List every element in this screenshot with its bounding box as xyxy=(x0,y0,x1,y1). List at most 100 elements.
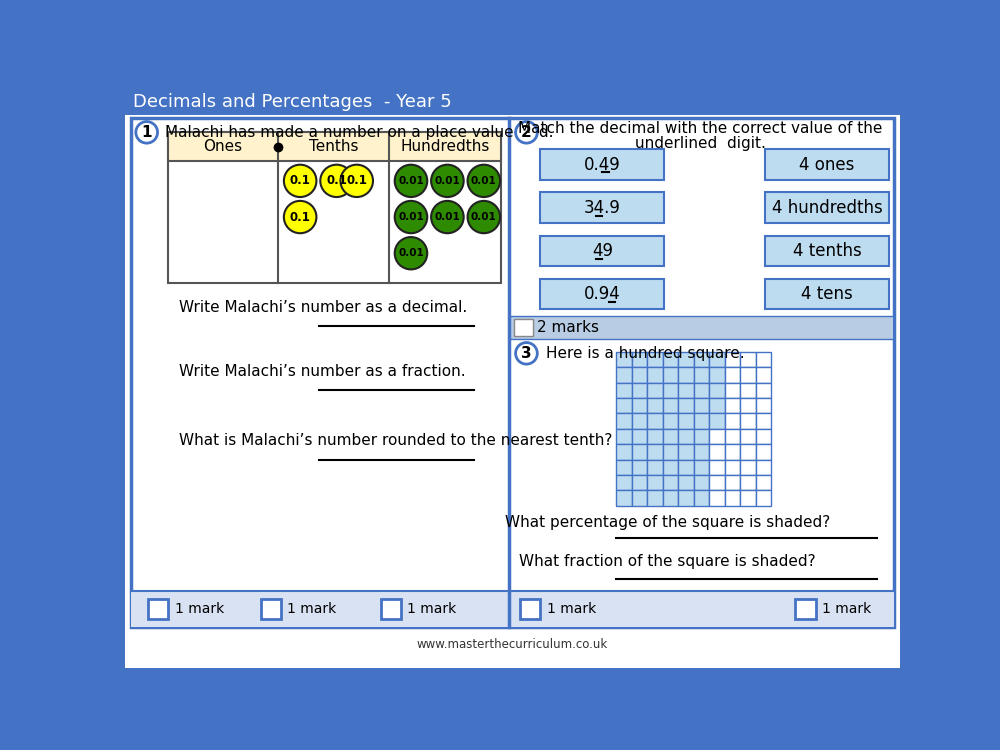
Text: underlined  digit.: underlined digit. xyxy=(635,136,765,151)
Circle shape xyxy=(284,201,316,233)
FancyBboxPatch shape xyxy=(632,352,647,368)
FancyBboxPatch shape xyxy=(709,352,725,368)
Text: 4 ones: 4 ones xyxy=(799,156,855,174)
FancyBboxPatch shape xyxy=(756,429,771,444)
Text: 1 mark: 1 mark xyxy=(822,602,871,616)
Text: 0.49: 0.49 xyxy=(584,156,621,174)
Text: 0.01: 0.01 xyxy=(398,176,424,186)
FancyBboxPatch shape xyxy=(616,460,632,475)
Text: 4 tenths: 4 tenths xyxy=(793,242,862,260)
FancyBboxPatch shape xyxy=(678,444,694,460)
FancyBboxPatch shape xyxy=(678,413,694,429)
FancyBboxPatch shape xyxy=(632,475,647,490)
FancyBboxPatch shape xyxy=(756,460,771,475)
FancyBboxPatch shape xyxy=(709,475,725,490)
Circle shape xyxy=(395,165,427,197)
Circle shape xyxy=(340,165,373,197)
FancyBboxPatch shape xyxy=(725,444,740,460)
FancyBboxPatch shape xyxy=(647,398,663,413)
FancyBboxPatch shape xyxy=(663,398,678,413)
FancyBboxPatch shape xyxy=(740,368,756,382)
FancyBboxPatch shape xyxy=(616,382,632,398)
FancyBboxPatch shape xyxy=(540,193,664,224)
FancyBboxPatch shape xyxy=(540,279,664,310)
Text: What percentage of the square is shaded?: What percentage of the square is shaded? xyxy=(505,515,830,530)
FancyBboxPatch shape xyxy=(709,460,725,475)
FancyBboxPatch shape xyxy=(632,413,647,429)
Text: Ones: Ones xyxy=(203,139,243,154)
FancyBboxPatch shape xyxy=(756,490,771,506)
FancyBboxPatch shape xyxy=(694,413,709,429)
FancyBboxPatch shape xyxy=(647,352,663,368)
FancyBboxPatch shape xyxy=(795,599,816,619)
FancyBboxPatch shape xyxy=(725,429,740,444)
Text: 0.01: 0.01 xyxy=(435,212,460,222)
FancyBboxPatch shape xyxy=(740,429,756,444)
FancyBboxPatch shape xyxy=(709,398,725,413)
FancyBboxPatch shape xyxy=(756,413,771,429)
FancyBboxPatch shape xyxy=(520,599,540,619)
Text: 0.01: 0.01 xyxy=(471,212,497,222)
Circle shape xyxy=(468,201,500,233)
FancyBboxPatch shape xyxy=(725,398,740,413)
FancyBboxPatch shape xyxy=(632,444,647,460)
FancyBboxPatch shape xyxy=(765,193,889,224)
FancyBboxPatch shape xyxy=(616,475,632,490)
FancyBboxPatch shape xyxy=(663,429,678,444)
Text: 1 mark: 1 mark xyxy=(175,602,224,616)
FancyBboxPatch shape xyxy=(725,382,740,398)
Circle shape xyxy=(516,343,537,364)
Text: 4 hundredths: 4 hundredths xyxy=(772,199,883,217)
Circle shape xyxy=(516,122,537,143)
FancyBboxPatch shape xyxy=(131,118,894,628)
FancyBboxPatch shape xyxy=(125,90,900,115)
FancyBboxPatch shape xyxy=(725,413,740,429)
FancyBboxPatch shape xyxy=(678,490,694,506)
FancyBboxPatch shape xyxy=(131,590,894,628)
Text: 0.1: 0.1 xyxy=(346,174,367,188)
FancyBboxPatch shape xyxy=(740,475,756,490)
FancyBboxPatch shape xyxy=(756,444,771,460)
FancyBboxPatch shape xyxy=(678,352,694,368)
Circle shape xyxy=(284,165,316,197)
Text: 3: 3 xyxy=(521,346,532,361)
FancyBboxPatch shape xyxy=(678,475,694,490)
FancyBboxPatch shape xyxy=(663,368,678,382)
FancyBboxPatch shape xyxy=(756,398,771,413)
FancyBboxPatch shape xyxy=(510,316,893,339)
Text: Match the decimal with the correct value of the: Match the decimal with the correct value… xyxy=(518,121,882,136)
FancyBboxPatch shape xyxy=(765,236,889,266)
Text: Here is a hundred square.: Here is a hundred square. xyxy=(546,346,744,361)
Text: 2: 2 xyxy=(521,124,532,140)
FancyBboxPatch shape xyxy=(616,444,632,460)
FancyBboxPatch shape xyxy=(740,490,756,506)
Text: 0.1: 0.1 xyxy=(290,211,311,224)
FancyBboxPatch shape xyxy=(694,382,709,398)
FancyBboxPatch shape xyxy=(663,444,678,460)
Circle shape xyxy=(431,201,464,233)
FancyBboxPatch shape xyxy=(632,398,647,413)
FancyBboxPatch shape xyxy=(756,368,771,382)
FancyBboxPatch shape xyxy=(616,429,632,444)
Circle shape xyxy=(395,237,427,269)
Circle shape xyxy=(320,165,353,197)
FancyBboxPatch shape xyxy=(765,279,889,310)
FancyBboxPatch shape xyxy=(663,475,678,490)
Circle shape xyxy=(431,165,464,197)
FancyBboxPatch shape xyxy=(694,490,709,506)
FancyBboxPatch shape xyxy=(632,382,647,398)
FancyBboxPatch shape xyxy=(709,368,725,382)
Text: Decimals and Percentages  - Year 5: Decimals and Percentages - Year 5 xyxy=(133,93,452,111)
FancyBboxPatch shape xyxy=(616,413,632,429)
FancyBboxPatch shape xyxy=(694,429,709,444)
Circle shape xyxy=(136,122,158,143)
FancyBboxPatch shape xyxy=(725,352,740,368)
FancyBboxPatch shape xyxy=(647,429,663,444)
Text: 49: 49 xyxy=(592,242,613,260)
FancyBboxPatch shape xyxy=(168,132,501,160)
FancyBboxPatch shape xyxy=(756,382,771,398)
FancyBboxPatch shape xyxy=(663,460,678,475)
FancyBboxPatch shape xyxy=(709,444,725,460)
FancyBboxPatch shape xyxy=(765,149,889,180)
Text: Hundredths: Hundredths xyxy=(400,139,490,154)
